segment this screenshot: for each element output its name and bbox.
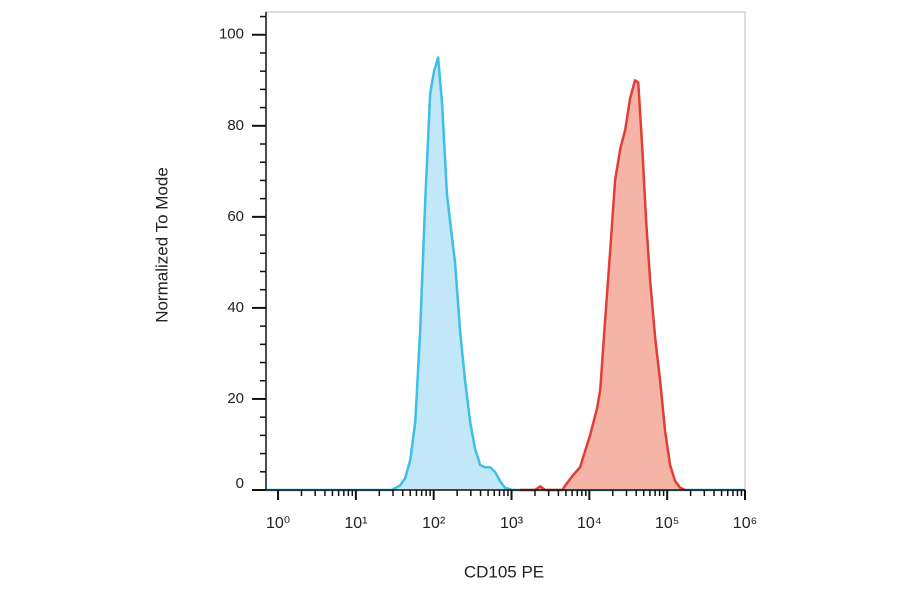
- x-tick-label: 10⁰: [266, 515, 290, 532]
- line: [266, 56, 745, 492]
- x-tick-label: 10³: [500, 515, 524, 532]
- y-tick-label: 80: [227, 117, 244, 134]
- x-axis-label: CD105 PE: [464, 562, 544, 581]
- plot-frame: [265, 11, 746, 491]
- y-axis-label: Normalized To Mode: [152, 167, 171, 323]
- area: [266, 57, 745, 491]
- line: [520, 79, 686, 492]
- y-tick-label: 100: [219, 26, 244, 43]
- x-tick-label: 10²: [422, 515, 446, 532]
- area: [520, 80, 686, 490]
- y-tick-label: 20: [227, 390, 244, 407]
- x-tick-label: 10¹: [344, 515, 367, 532]
- x-tick-label: 10⁴: [577, 515, 602, 532]
- y-tick-label: 60: [227, 208, 244, 225]
- y-tick-label: 0: [236, 475, 244, 492]
- y-tick-label: 40: [227, 299, 244, 316]
- x-tick-label: 10⁶: [733, 515, 757, 532]
- x-tick-label: 10⁵: [655, 515, 679, 532]
